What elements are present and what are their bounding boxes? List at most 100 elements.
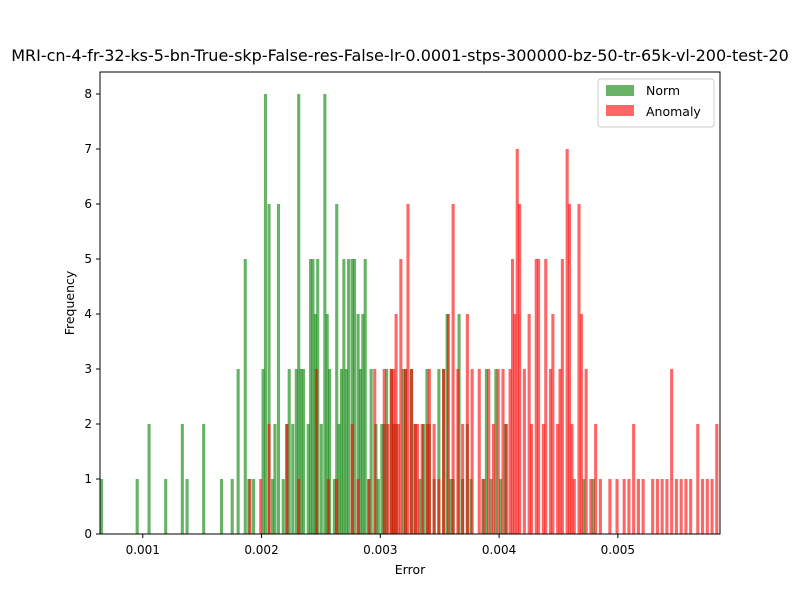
anomaly-bar [679, 479, 683, 534]
anomaly-bar [505, 424, 509, 534]
anomaly-bar [437, 479, 441, 534]
y-axis: 0 1 2 3 4 5 6 7 8 [84, 87, 100, 541]
norm-bar [281, 479, 285, 534]
anomaly-bar [470, 369, 474, 534]
anomaly-bar [570, 424, 574, 534]
y-tick-label: 5 [84, 252, 92, 266]
x-tick-label: 0.001 [126, 543, 160, 557]
anomaly-bar [544, 259, 548, 534]
norm-bar [297, 94, 301, 534]
anomaly-bar [285, 424, 289, 534]
anomaly-bar [491, 424, 496, 534]
anomaly-bar [382, 369, 386, 534]
norm-bar [236, 369, 240, 534]
anomaly-bar [297, 479, 301, 534]
anomaly-bar [584, 369, 588, 534]
anomaly-bar [508, 369, 512, 534]
anomaly-bar [396, 424, 401, 534]
norm-bar [376, 479, 380, 534]
norm-bar [350, 259, 354, 534]
anomaly-bar [350, 424, 354, 534]
anomaly-bar [392, 369, 396, 534]
norm-bar [306, 424, 310, 534]
norm-bar [291, 424, 295, 534]
norm-bar [252, 479, 256, 534]
anomaly-bar [326, 479, 330, 534]
norm-bar [267, 204, 271, 534]
anomaly-bar [394, 314, 398, 534]
anomaly-bar [259, 479, 263, 534]
anomaly-bar [513, 314, 517, 534]
anomaly-bar [715, 424, 719, 534]
legend: Norm Anomaly [597, 78, 715, 128]
norm-bar [342, 259, 346, 534]
norm-bar [356, 314, 360, 534]
norm-bar [301, 369, 306, 534]
norm-bar [437, 369, 441, 534]
norm-bar [261, 369, 265, 534]
anomaly-bar [622, 479, 626, 534]
anomaly-bar [446, 314, 450, 534]
anomaly-bar [558, 369, 562, 534]
anomaly-bar [598, 479, 602, 534]
legend-swatch-norm [606, 85, 634, 96]
y-tick-label: 3 [84, 362, 92, 376]
anomaly-bar [527, 314, 531, 534]
legend-label-norm: Norm [646, 83, 680, 98]
anomaly-bar [572, 479, 576, 534]
norm-bar [325, 314, 329, 534]
norm-bar [335, 204, 339, 534]
anomaly-bar [248, 479, 252, 534]
norm-bar [294, 369, 298, 534]
legend-swatch-anomaly [606, 105, 634, 116]
norm-bar [499, 479, 503, 534]
norm-bar [185, 479, 189, 534]
anomaly-bar [515, 149, 519, 534]
norm-bar [287, 369, 291, 534]
norm-bar [100, 479, 104, 534]
x-tick-label: 0.002 [244, 543, 278, 557]
anomaly-bar [482, 479, 486, 534]
anomaly-bar [556, 424, 560, 534]
anomaly-bar [701, 479, 705, 534]
anomaly-bar [314, 369, 319, 534]
anomaly-bar [589, 479, 593, 534]
anomaly-bar [705, 479, 709, 534]
x-tick-label: 0.005 [601, 543, 635, 557]
norm-bar [337, 424, 341, 534]
anomaly-bar [451, 204, 455, 534]
norm-bar [202, 424, 206, 534]
x-tick-label: 0.004 [482, 543, 516, 557]
y-tick-label: 0 [84, 527, 92, 541]
x-tick-label: 0.003 [363, 543, 397, 557]
anomaly-bar [367, 479, 371, 534]
anomaly-bar [615, 479, 619, 534]
norm-bar [328, 369, 332, 534]
anomaly-bar [406, 204, 410, 534]
norm-bar [489, 479, 493, 534]
norm-bar [180, 424, 184, 534]
anomaly-bar [404, 369, 408, 534]
anomaly-bar [674, 479, 678, 534]
anomaly-bar [477, 369, 481, 534]
norm-bar [363, 259, 367, 534]
anomaly-bar [567, 204, 572, 534]
anomaly-bar [522, 369, 526, 534]
norm-bar [369, 369, 373, 534]
norm-bar [309, 259, 313, 534]
norm-bar [263, 94, 268, 534]
anomaly-bar [432, 424, 436, 534]
norm-bar [582, 479, 586, 534]
anomaly-bar [534, 259, 538, 534]
anomaly-bar [689, 479, 693, 534]
anomaly-bar [510, 259, 515, 534]
anomaly-bar [632, 424, 636, 534]
norm-bar [344, 369, 348, 534]
legend-label-anomaly: Anomaly [646, 104, 701, 119]
anomaly-bar [710, 479, 714, 534]
anomaly-bar [465, 314, 469, 534]
anomaly-bar [579, 314, 583, 534]
norm-bar [484, 369, 488, 534]
norm-bar [219, 479, 224, 534]
